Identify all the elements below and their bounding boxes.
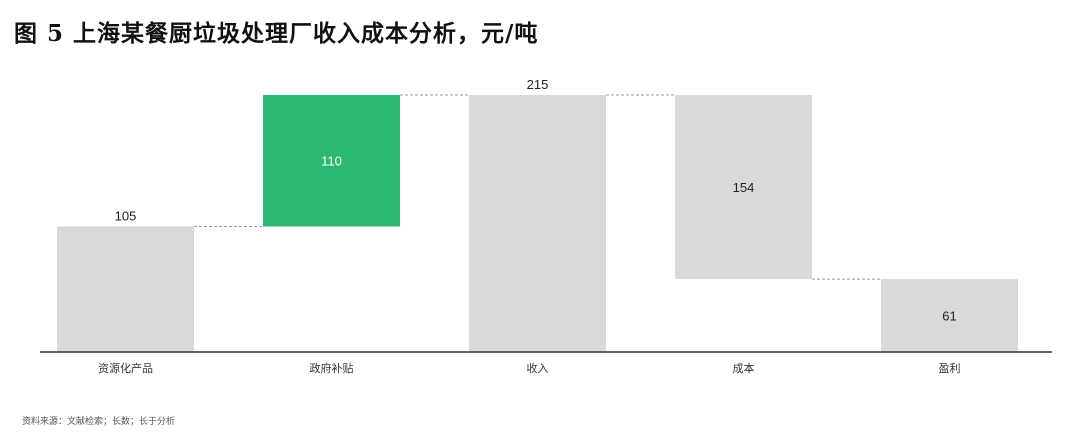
- bar-4: [675, 95, 812, 280]
- data-label: 105: [115, 208, 137, 223]
- data-label: 61: [942, 309, 956, 324]
- data-label: 110: [321, 154, 342, 169]
- chart-title: 图 5 上海某餐厨垃圾处理厂收入成本分析，元/吨: [14, 20, 539, 47]
- bar-3: [469, 95, 606, 352]
- category-label: 收入: [527, 361, 549, 375]
- bar-2: [263, 95, 400, 227]
- category-label: 成本: [733, 361, 755, 375]
- bar-1: [57, 226, 194, 352]
- category-label: 政府补贴: [310, 361, 354, 375]
- data-label: 154: [733, 180, 755, 195]
- bar-5: [881, 279, 1018, 352]
- data-label: 215: [527, 77, 549, 92]
- category-label: 盈利: [939, 362, 961, 375]
- source-note: 资料来源：文献检索；长数；长于分析: [22, 417, 176, 427]
- category-label: 资源化产品: [98, 361, 153, 375]
